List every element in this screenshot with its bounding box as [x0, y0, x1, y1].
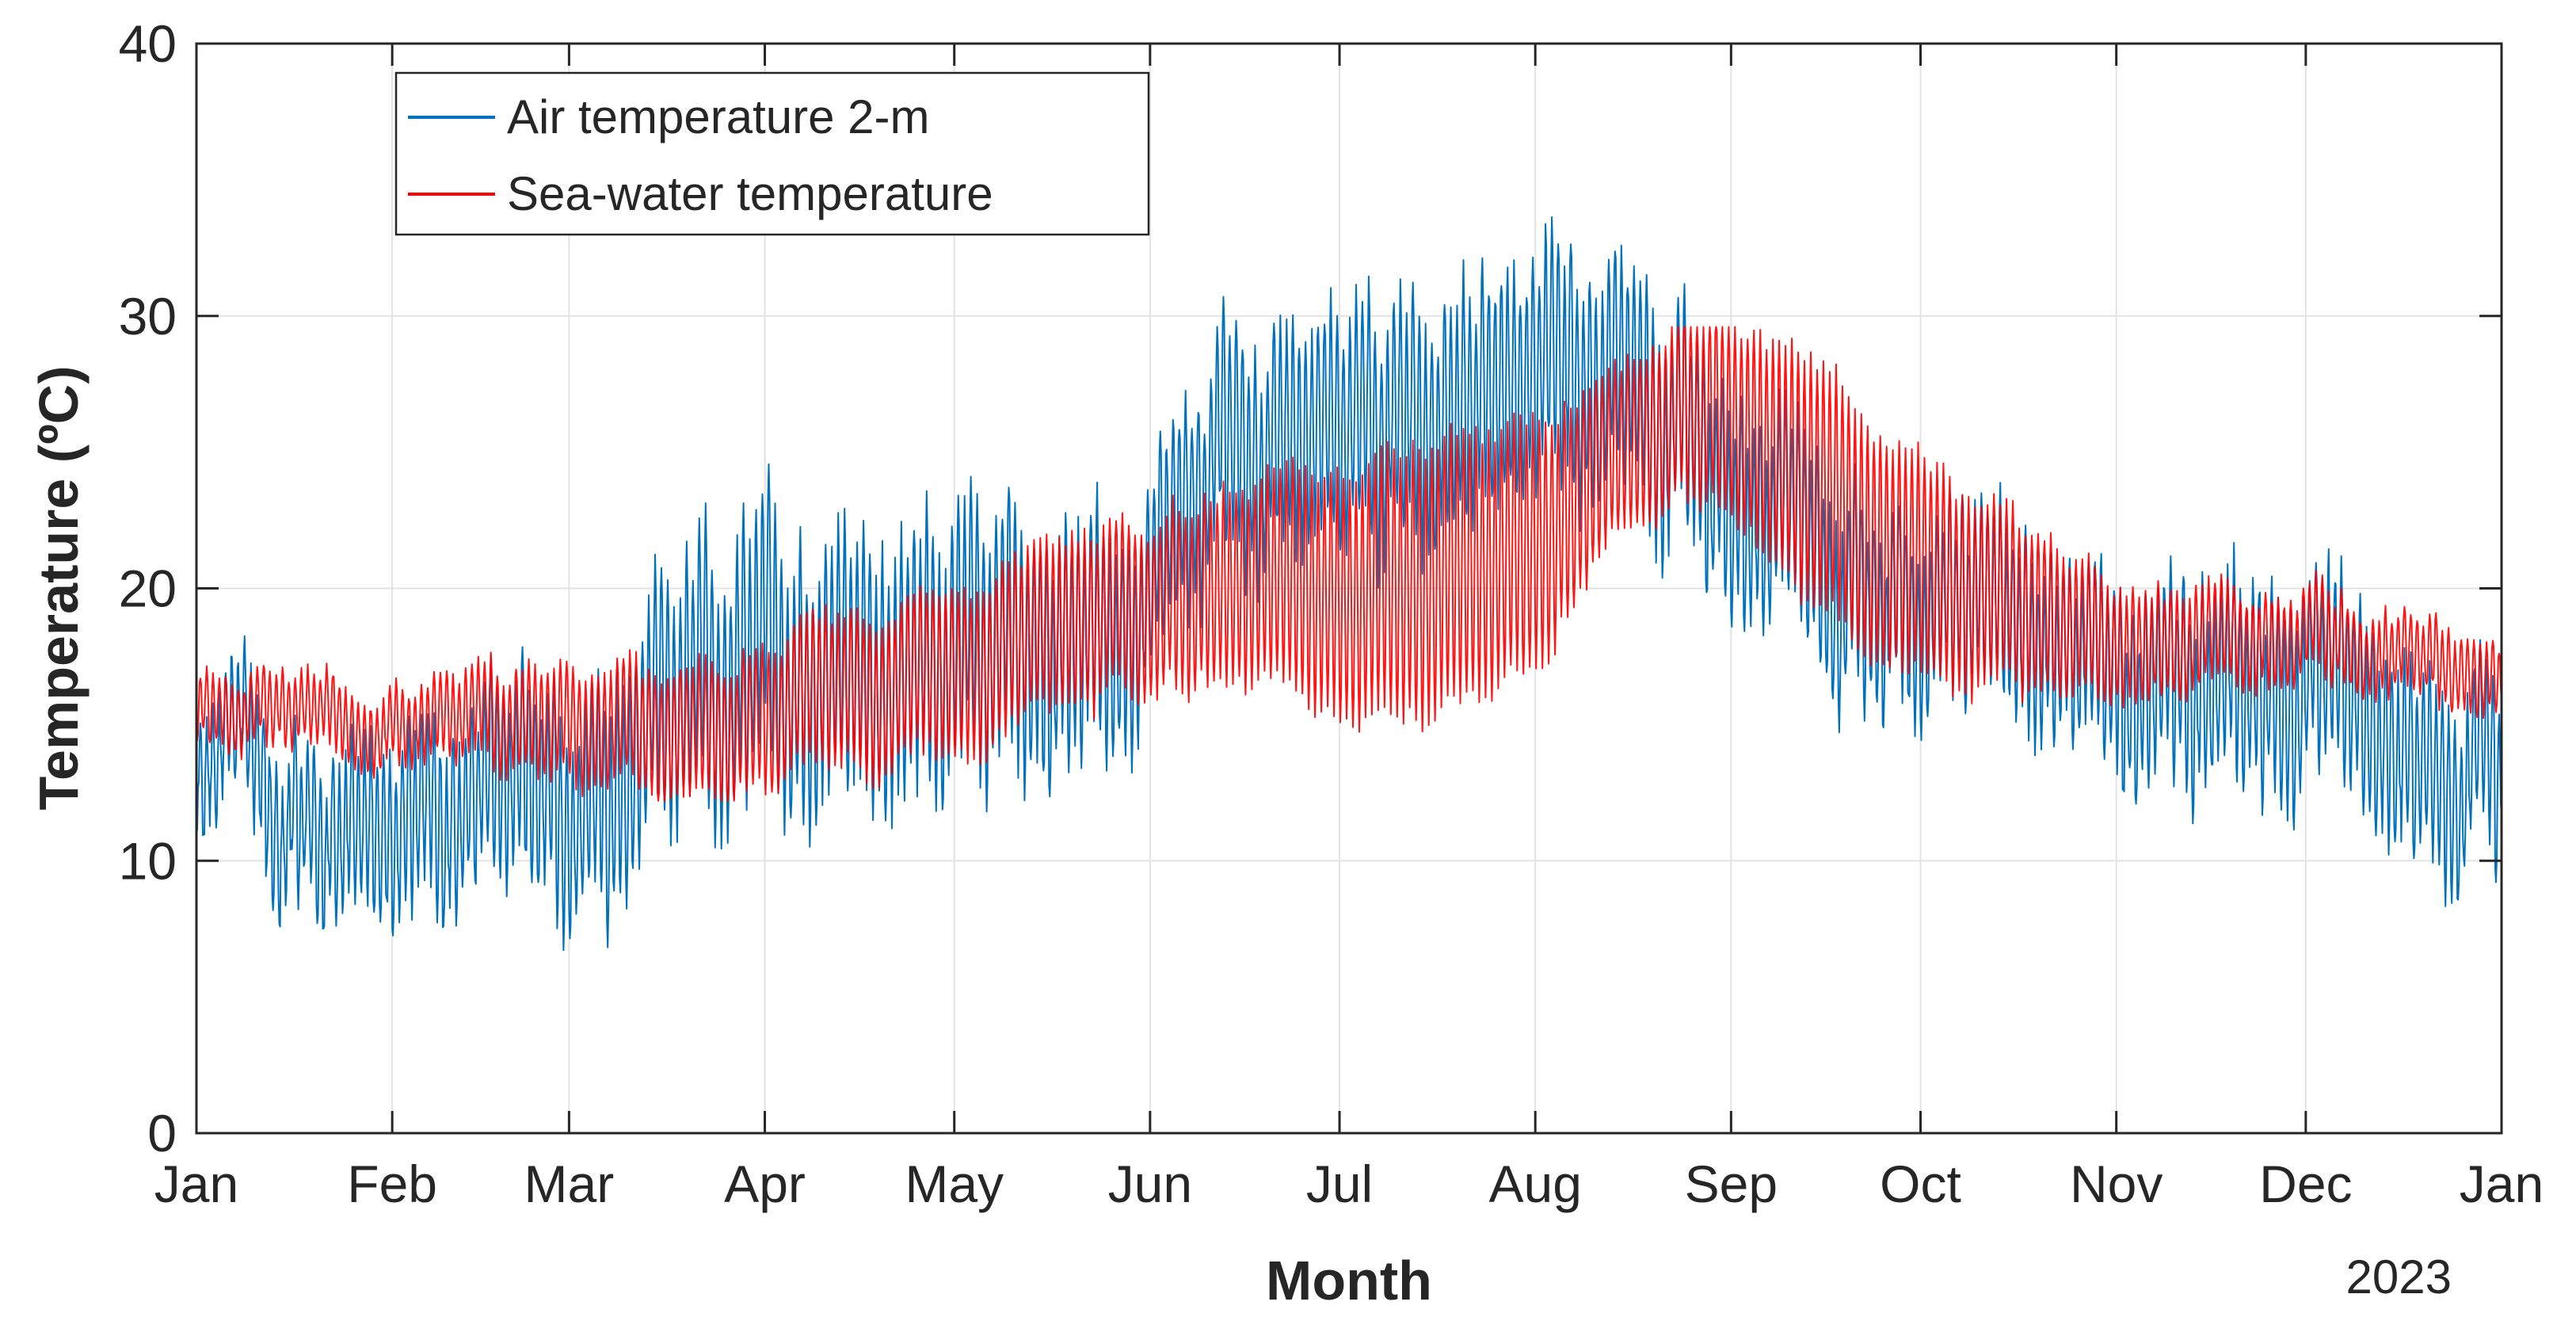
x-tick-label: Apr: [724, 1155, 806, 1213]
y-tick-label: 0: [147, 1104, 177, 1162]
x-tick-label: Jan: [2460, 1155, 2544, 1213]
x-tick-label: May: [905, 1155, 1004, 1213]
x-tick-label: Oct: [1880, 1155, 1961, 1213]
y-tick-label: 20: [119, 559, 177, 618]
x-tick-label: Aug: [1488, 1155, 1581, 1213]
y-tick-label: 30: [119, 287, 177, 345]
x-tick-label: Jan: [154, 1155, 238, 1213]
x-tick-label: Jul: [1306, 1155, 1373, 1213]
series-sea-water-temperature-line: [196, 326, 2502, 802]
x-tick-label: Dec: [2259, 1155, 2352, 1213]
legend-label-air: Air temperature 2-m: [507, 90, 930, 143]
legend-box: [394, 71, 1150, 236]
x-tick-label: Sep: [1685, 1155, 1778, 1213]
x-tick-label: Nov: [2070, 1155, 2163, 1213]
legend: Air temperature 2-m Sea-water temperatur…: [394, 71, 1150, 236]
y-axis-label: Temperature (ºC): [28, 365, 90, 810]
series-layer: [196, 216, 2502, 952]
x-tick-label: Jun: [1108, 1155, 1192, 1213]
series-air-temperature-line: [196, 216, 2502, 952]
x-tick-label: Feb: [347, 1155, 437, 1213]
x-axis-label: Month: [1266, 1250, 1432, 1311]
axes-layer: Jan Feb Mar Apr May Jun Jul Aug Sep Oct Nov Dec Jan0…: [119, 14, 2544, 1213]
y-tick-label: 10: [119, 831, 177, 890]
legend-label-sea: Sea-water temperature: [507, 167, 993, 220]
x-tick-label: Mar: [524, 1155, 615, 1213]
year-label: 2023: [2346, 1250, 2452, 1304]
y-tick-label: 40: [119, 14, 177, 73]
